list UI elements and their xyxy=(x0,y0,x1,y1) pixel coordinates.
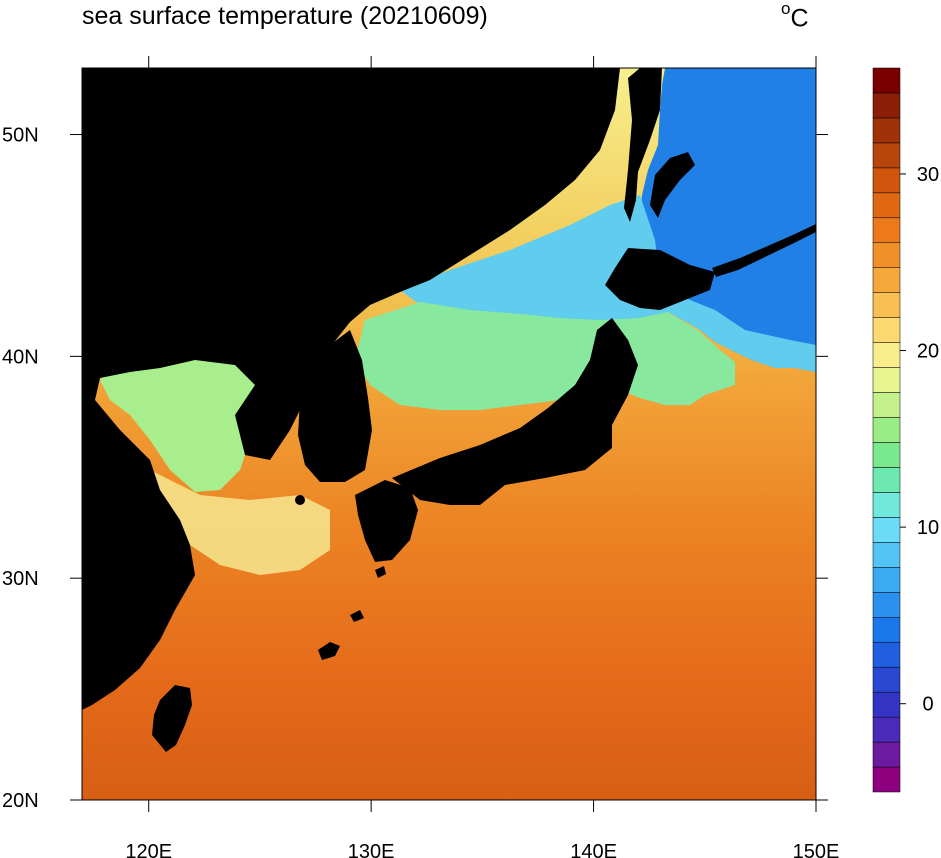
kuril-islands-land xyxy=(712,224,816,277)
map-plot-area xyxy=(82,68,816,800)
map-title: sea surface temperature (20210609) xyxy=(82,2,488,30)
bohai-yellow-sea-region xyxy=(100,338,265,492)
colorbar-box xyxy=(872,292,901,318)
colorbar-box xyxy=(872,242,901,268)
colorbar-box xyxy=(872,666,901,693)
colorbar-box xyxy=(872,691,901,718)
colorbar-tick-label: 0 xyxy=(922,694,933,716)
hokkaido-land xyxy=(605,248,715,310)
korea-peninsula-land xyxy=(298,330,372,482)
colorbar-tick-label: 20 xyxy=(917,341,939,363)
taiwan-land xyxy=(152,685,192,752)
sakhalin-land xyxy=(624,68,662,222)
colorbar-box xyxy=(872,467,901,493)
colorbar-tick-label: 10 xyxy=(917,517,939,539)
lat-tick-label: 20N xyxy=(2,790,39,812)
colorbar-box xyxy=(872,417,901,443)
jeju-island-land xyxy=(295,495,305,505)
colorbar-box xyxy=(872,442,901,468)
colorbar-box xyxy=(872,317,901,343)
colorbar-box xyxy=(872,342,901,368)
colorbar-box xyxy=(872,142,901,169)
colorbar-box xyxy=(872,192,901,219)
lat-tick-label: 30N xyxy=(2,568,39,590)
lon-tick-label: 120E xyxy=(125,841,172,858)
unit-letter: C xyxy=(790,4,809,33)
lon-tick-label: 150E xyxy=(793,841,840,858)
east-china-sea-warm-region xyxy=(150,470,330,575)
colorbar-box xyxy=(872,517,901,543)
colorbar-box xyxy=(872,92,901,119)
colorbar-box xyxy=(872,766,901,793)
colorbar-box xyxy=(872,117,901,144)
kamchatka-coast-land xyxy=(650,152,695,218)
colorbar-tick-label: 30 xyxy=(917,164,939,186)
colorbar-box xyxy=(872,592,901,618)
colorbar-box xyxy=(872,641,901,668)
colorbar-box xyxy=(872,492,901,518)
colorbar-box xyxy=(872,367,901,393)
colorbar: 0 10 20 30 xyxy=(872,67,939,793)
ryukyu-islands-land xyxy=(318,566,386,660)
honshu-shikoku-land xyxy=(392,318,638,505)
colorbar-unit: oC xyxy=(781,0,809,33)
latitude-axis: 20N 30N 40N 50N xyxy=(2,125,828,812)
colorbar-box xyxy=(872,716,901,743)
colorbar-box xyxy=(872,616,901,643)
map-frame xyxy=(81,67,817,801)
transition-water-region xyxy=(355,302,735,410)
colorbar-box xyxy=(872,167,901,194)
asia-continent-land xyxy=(82,68,620,710)
colorbar-box xyxy=(872,392,901,418)
longitude-axis: 120E 130E 140E 150E xyxy=(125,56,839,858)
colorbar-box xyxy=(872,67,901,94)
colorbar-box xyxy=(872,741,901,768)
lat-tick-label: 40N xyxy=(2,346,39,368)
colorbar-box xyxy=(872,267,901,293)
lat-tick-label: 50N xyxy=(2,125,39,147)
degree-symbol: o xyxy=(781,0,791,18)
lon-tick-label: 130E xyxy=(348,841,395,858)
colorbar-box xyxy=(872,567,901,593)
colorbar-box xyxy=(872,542,901,568)
kyushu-land xyxy=(355,480,418,562)
colorbar-box xyxy=(872,217,901,244)
lon-tick-label: 140E xyxy=(570,841,617,858)
